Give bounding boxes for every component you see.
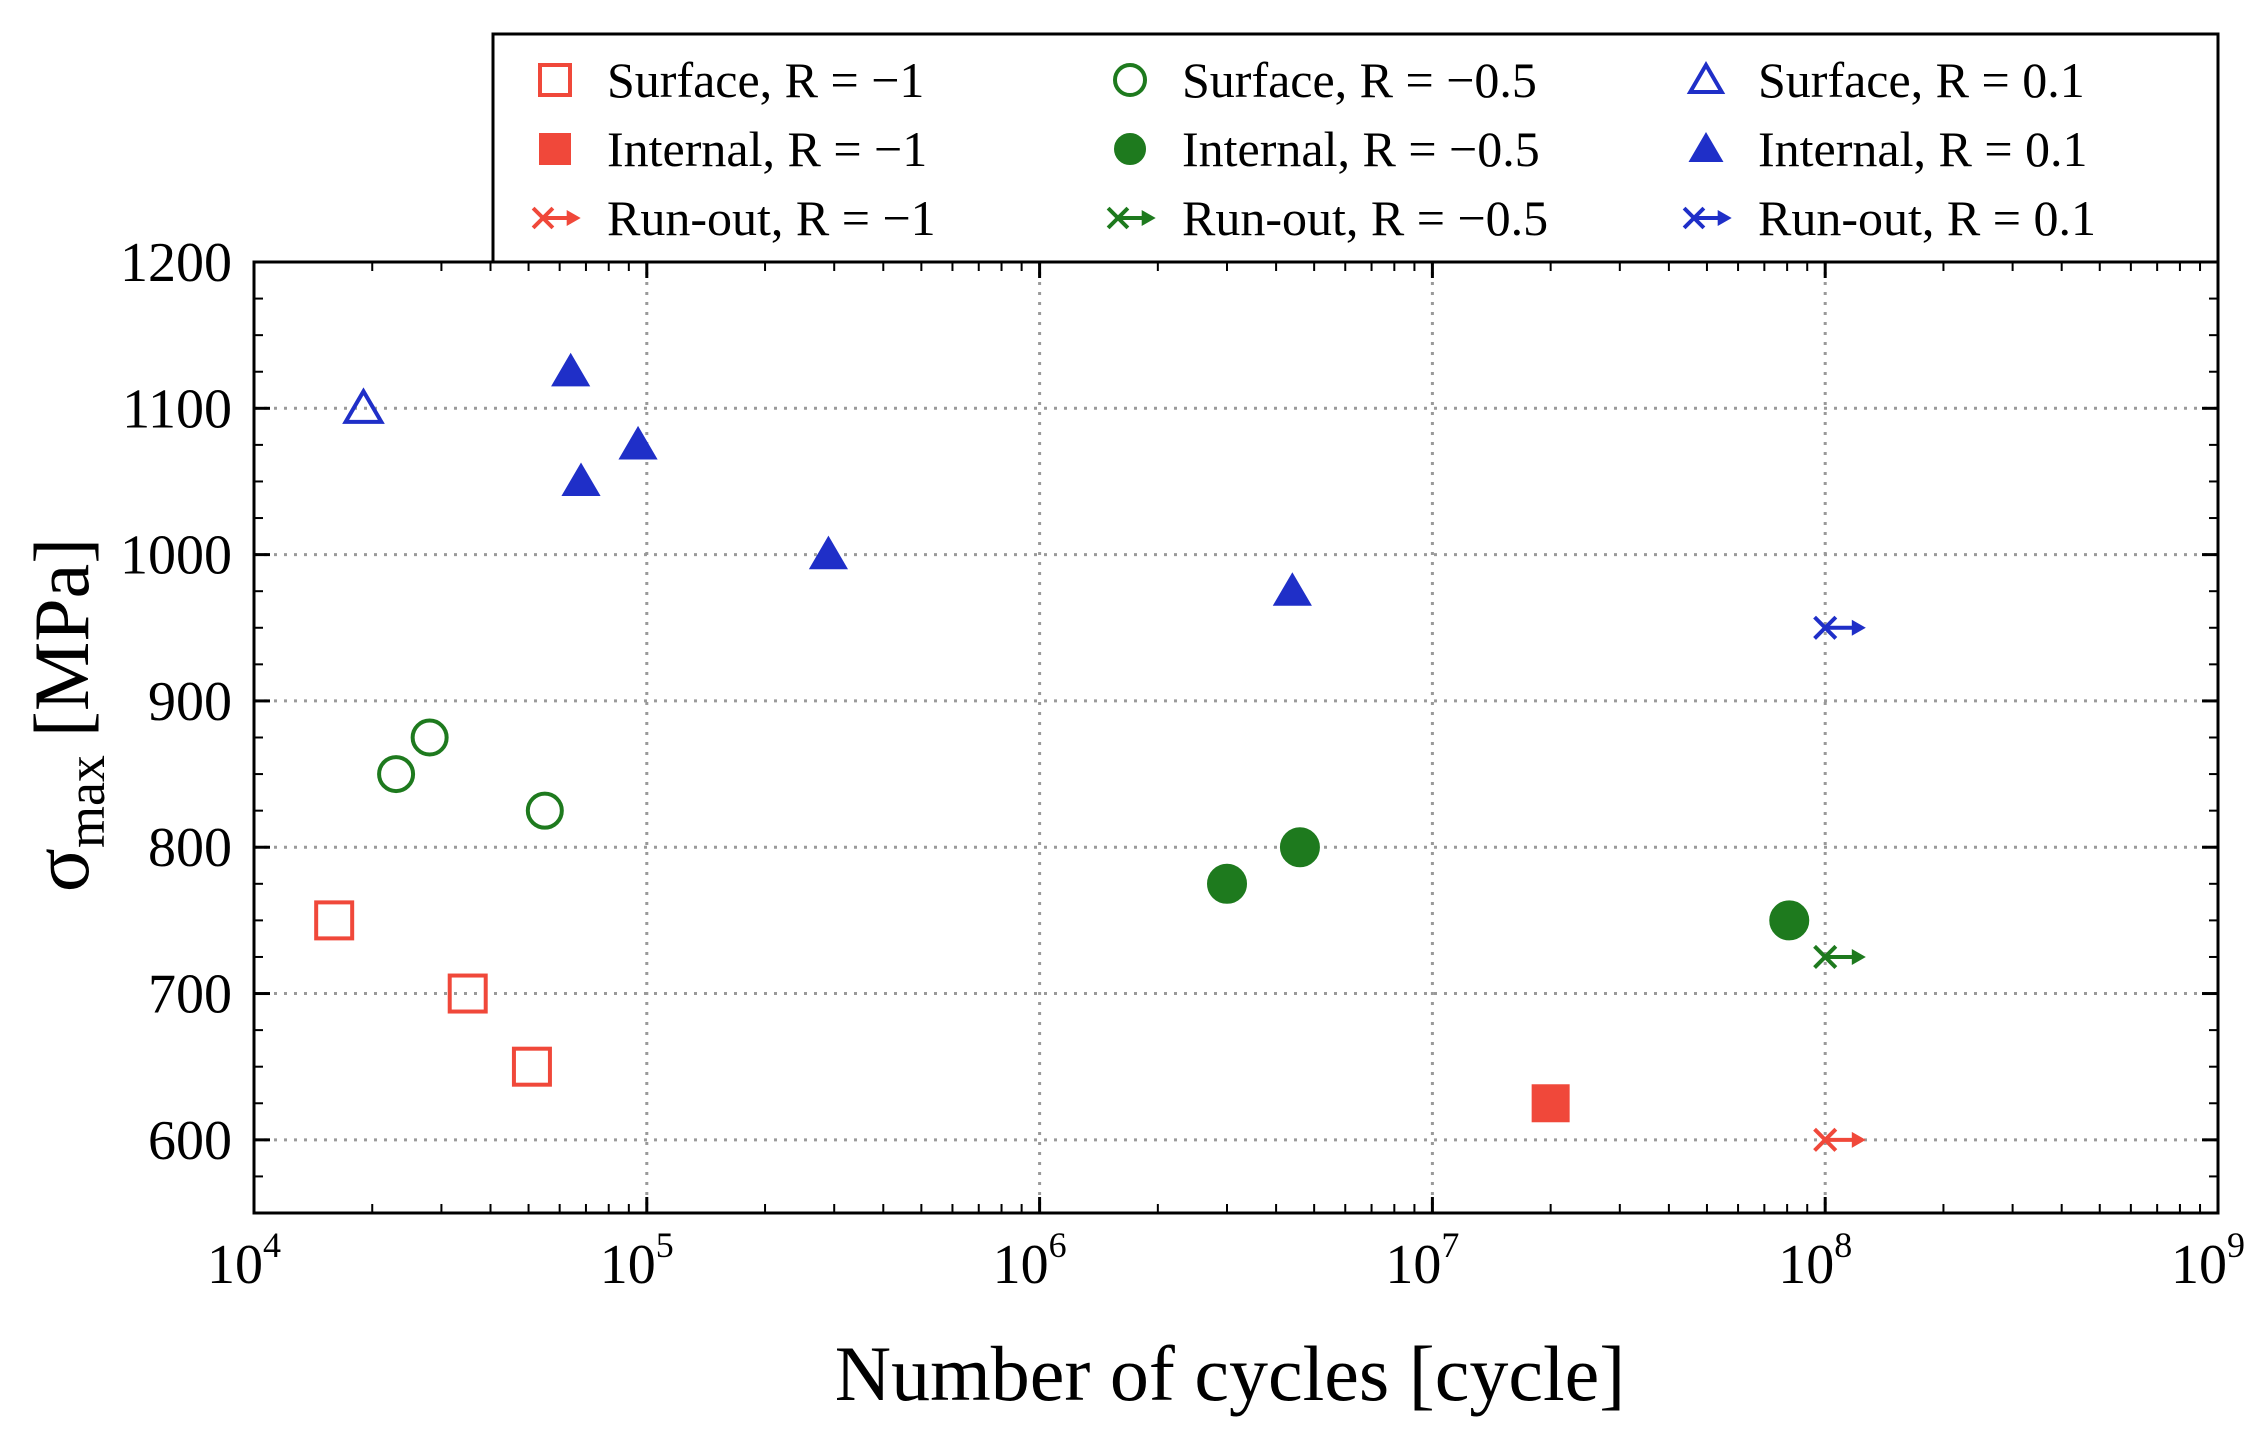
legend-label: Internal, R = −0.5 (1182, 121, 1540, 177)
legend-label: Surface, R = −0.5 (1182, 52, 1537, 108)
data-point (377, 755, 416, 794)
legend-item: Surface, R = −1 (538, 52, 924, 108)
marker-shape (618, 425, 658, 460)
data-point (808, 535, 849, 570)
x-axis-title: Number of cycles [cycle] (835, 1330, 1625, 1417)
legend-label: Run-out, R = −1 (607, 190, 936, 246)
marker-shape (511, 1046, 552, 1087)
series-triangle-filled (551, 352, 1312, 606)
legend-item: Run-out, R = −1 (531, 190, 936, 246)
marker-shape (1114, 133, 1146, 165)
marker-shape (539, 133, 571, 165)
marker-shape (808, 535, 849, 570)
series-circle-open (377, 718, 564, 830)
y-tick-label: 1000 (120, 525, 232, 587)
legend-label: Internal, R = 0.1 (1758, 121, 2088, 177)
data-points (314, 352, 1866, 1152)
legend-label: Run-out, R = 0.1 (1758, 190, 2096, 246)
y-tick-label: 1200 (120, 232, 232, 294)
marker-shape (1769, 900, 1810, 941)
legend-item: Internal, R = −1 (539, 121, 927, 177)
marker-arrow-head (566, 210, 581, 226)
data-point (314, 900, 355, 941)
x-tick-label: 108 (1778, 1225, 1852, 1296)
marker-shape (377, 755, 416, 794)
data-point (1813, 615, 1866, 640)
tick-labels: 600 700 800 900 1000 1100 1200 104 105 106 107 108 1… (120, 232, 2245, 1296)
data-point (1272, 572, 1312, 606)
series-square-filled (1531, 1084, 1570, 1123)
y-tick-label: 1100 (122, 378, 232, 440)
marker-shape (1207, 863, 1248, 904)
y-tick-label: 900 (148, 671, 232, 733)
data-point (618, 425, 658, 460)
marker-arrow-head (1851, 619, 1866, 636)
legend-label: Internal, R = −1 (607, 121, 927, 177)
y-tick-label: 600 (148, 1110, 232, 1172)
marker-shape (1531, 1084, 1570, 1123)
marker-shape (538, 63, 572, 97)
marker-shape (342, 387, 385, 424)
legend-item: Run-out, R = −0.5 (1106, 190, 1548, 246)
data-point (410, 718, 449, 757)
series-runout (1813, 1127, 1866, 1152)
data-point (1769, 900, 1810, 941)
legend-item: Internal, R = 0.1 (1688, 121, 2088, 177)
legend-label: Surface, R = 0.1 (1758, 52, 2085, 108)
series-runout (1813, 615, 1866, 640)
marker-shape (410, 718, 449, 757)
x-tick-label: 107 (1385, 1225, 1459, 1296)
data-point (561, 462, 601, 497)
y-axis-subscript: max (56, 755, 116, 848)
legend-item: Surface, R = −0.5 (1113, 52, 1537, 108)
legend-label: Surface, R = −1 (607, 52, 924, 108)
legend: Surface, R = −1 Internal, R = −1 Run-out, … (491, 32, 2220, 264)
grid-lines (254, 262, 2218, 1213)
x-tick-label: 105 (600, 1225, 674, 1296)
marker-shape (1279, 827, 1320, 868)
marker-shape (551, 352, 591, 387)
data-point (1207, 863, 1248, 904)
y-axis-unit: [MPa] (18, 538, 105, 737)
y-tick-label: 700 (148, 964, 232, 1026)
marker-shape (1113, 63, 1147, 97)
data-point (342, 387, 385, 424)
data-point (525, 791, 564, 830)
marker-arrow-head (1851, 948, 1866, 965)
data-point (1813, 1127, 1866, 1152)
series-square-open (314, 900, 552, 1087)
data-point (1813, 944, 1866, 970)
legend-label: Run-out, R = −0.5 (1182, 190, 1548, 246)
data-point (1531, 1084, 1570, 1123)
legend-item: Internal, R = −0.5 (1114, 121, 1540, 177)
marker-arrow-head (1141, 210, 1156, 226)
marker-shape (1688, 132, 1724, 162)
y-axis-title: σmax [MPa] (15, 538, 116, 893)
series-circle-filled (1207, 827, 1810, 941)
marker-shape (1686, 61, 1726, 94)
legend-item: Surface, R = 0.1 (1686, 52, 2085, 108)
x-tick-label: 109 (2171, 1225, 2245, 1296)
series-triangle-open (342, 387, 385, 424)
data-point (1279, 827, 1320, 868)
marker-shape (447, 973, 488, 1014)
data-point (511, 1046, 552, 1087)
marker-arrow-head (1717, 210, 1732, 226)
data-point (447, 973, 488, 1014)
marker-shape (525, 791, 564, 830)
legend-item: Run-out, R = 0.1 (1682, 190, 2096, 246)
marker-shape (314, 900, 355, 941)
marker-shape (1272, 572, 1312, 606)
marker-arrow-head (1851, 1131, 1866, 1148)
data-point (551, 352, 591, 387)
x-tick-label: 106 (993, 1225, 1067, 1296)
y-axis-symbol: σ (15, 848, 106, 892)
series-runout (1813, 944, 1866, 970)
legend-box (491, 32, 2220, 264)
y-tick-label: 800 (148, 817, 232, 879)
x-tick-label: 104 (207, 1225, 281, 1296)
marker-shape (561, 462, 601, 497)
